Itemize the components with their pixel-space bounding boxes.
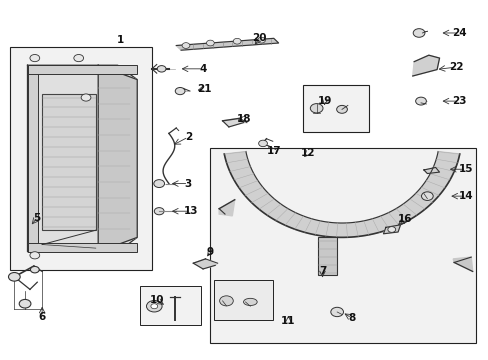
Circle shape xyxy=(233,39,241,44)
Text: 19: 19 xyxy=(317,96,331,106)
Text: 14: 14 xyxy=(458,191,473,201)
Circle shape xyxy=(30,252,40,259)
Circle shape xyxy=(154,180,164,188)
Polygon shape xyxy=(423,167,439,174)
Text: 7: 7 xyxy=(318,266,325,276)
Polygon shape xyxy=(27,65,137,252)
Bar xyxy=(317,237,336,275)
Circle shape xyxy=(74,54,83,62)
Polygon shape xyxy=(224,152,459,237)
Circle shape xyxy=(81,94,91,101)
Polygon shape xyxy=(98,65,137,252)
Circle shape xyxy=(206,40,214,46)
Text: 8: 8 xyxy=(347,313,355,323)
Circle shape xyxy=(19,300,31,308)
Polygon shape xyxy=(222,118,246,127)
Polygon shape xyxy=(219,200,234,216)
Circle shape xyxy=(258,140,267,147)
Circle shape xyxy=(182,42,189,48)
Circle shape xyxy=(146,301,162,312)
Text: 6: 6 xyxy=(39,312,46,322)
Text: 5: 5 xyxy=(34,213,41,222)
Text: 3: 3 xyxy=(184,179,192,189)
Circle shape xyxy=(387,226,395,232)
Text: 18: 18 xyxy=(237,114,251,124)
Text: 22: 22 xyxy=(448,62,463,72)
Text: 13: 13 xyxy=(183,206,198,216)
Text: 16: 16 xyxy=(397,215,412,224)
Polygon shape xyxy=(193,259,217,269)
Text: 15: 15 xyxy=(458,164,473,174)
Circle shape xyxy=(157,66,165,72)
Bar xyxy=(27,243,137,252)
Text: 17: 17 xyxy=(266,146,281,156)
Circle shape xyxy=(330,307,343,317)
Text: 12: 12 xyxy=(300,148,314,158)
Bar xyxy=(210,148,475,343)
Circle shape xyxy=(336,105,346,113)
Polygon shape xyxy=(383,225,400,234)
Text: 4: 4 xyxy=(199,64,206,74)
Circle shape xyxy=(257,37,265,43)
Circle shape xyxy=(175,87,184,95)
Text: 23: 23 xyxy=(451,96,466,106)
Circle shape xyxy=(8,273,20,281)
Bar xyxy=(27,65,38,252)
Circle shape xyxy=(415,97,426,105)
Bar xyxy=(303,85,368,132)
Polygon shape xyxy=(452,257,472,271)
Bar xyxy=(10,47,152,270)
Circle shape xyxy=(30,266,39,273)
Text: 9: 9 xyxy=(206,247,213,257)
Ellipse shape xyxy=(243,298,257,306)
Bar xyxy=(27,65,137,74)
Text: 20: 20 xyxy=(251,33,266,43)
Bar xyxy=(214,280,272,320)
Circle shape xyxy=(154,208,163,215)
Text: 24: 24 xyxy=(451,28,466,38)
Circle shape xyxy=(412,29,424,37)
Bar xyxy=(42,94,96,230)
Text: 1: 1 xyxy=(116,35,123,45)
Text: 21: 21 xyxy=(197,84,211,94)
Polygon shape xyxy=(176,39,278,50)
Circle shape xyxy=(151,304,158,309)
Polygon shape xyxy=(412,55,439,76)
Circle shape xyxy=(30,54,40,62)
Text: 10: 10 xyxy=(149,295,163,305)
Circle shape xyxy=(219,296,233,306)
Circle shape xyxy=(310,104,323,113)
Circle shape xyxy=(421,192,432,201)
Text: 2: 2 xyxy=(184,132,192,142)
Bar xyxy=(140,286,200,325)
Text: 11: 11 xyxy=(281,316,295,325)
